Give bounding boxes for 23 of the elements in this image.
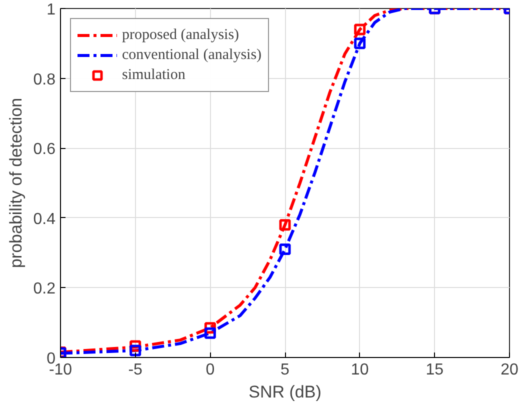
legend-label: proposed (analysis)	[122, 26, 240, 44]
y-tick-label: 0.4	[33, 210, 56, 228]
point	[279, 244, 291, 256]
x-axis-title: SNR (dB)	[248, 382, 322, 402]
point	[354, 38, 366, 50]
x-tick-label: 15	[426, 362, 444, 378]
y-tick-label: 1	[46, 2, 56, 18]
point	[204, 327, 216, 339]
point	[279, 219, 291, 231]
point	[130, 344, 142, 356]
x-tick-label: 5	[280, 362, 290, 378]
y-axis-title: probability of detection	[6, 98, 26, 268]
legend-label: simulation	[122, 66, 186, 84]
y-tick-label: 0.2	[33, 280, 56, 298]
x-tick-label: 0	[206, 362, 215, 378]
y-tick-label: 0.6	[33, 141, 56, 158]
x-tick-label: 20	[500, 362, 518, 378]
y-tick-label: 0.8	[33, 71, 56, 88]
x-tick-label: -5	[128, 362, 143, 378]
x-tick-label: 10	[350, 362, 369, 378]
legend-label: conventional (analysis)	[122, 46, 262, 64]
point	[354, 24, 366, 36]
y-tick-label: 0	[46, 350, 56, 368]
